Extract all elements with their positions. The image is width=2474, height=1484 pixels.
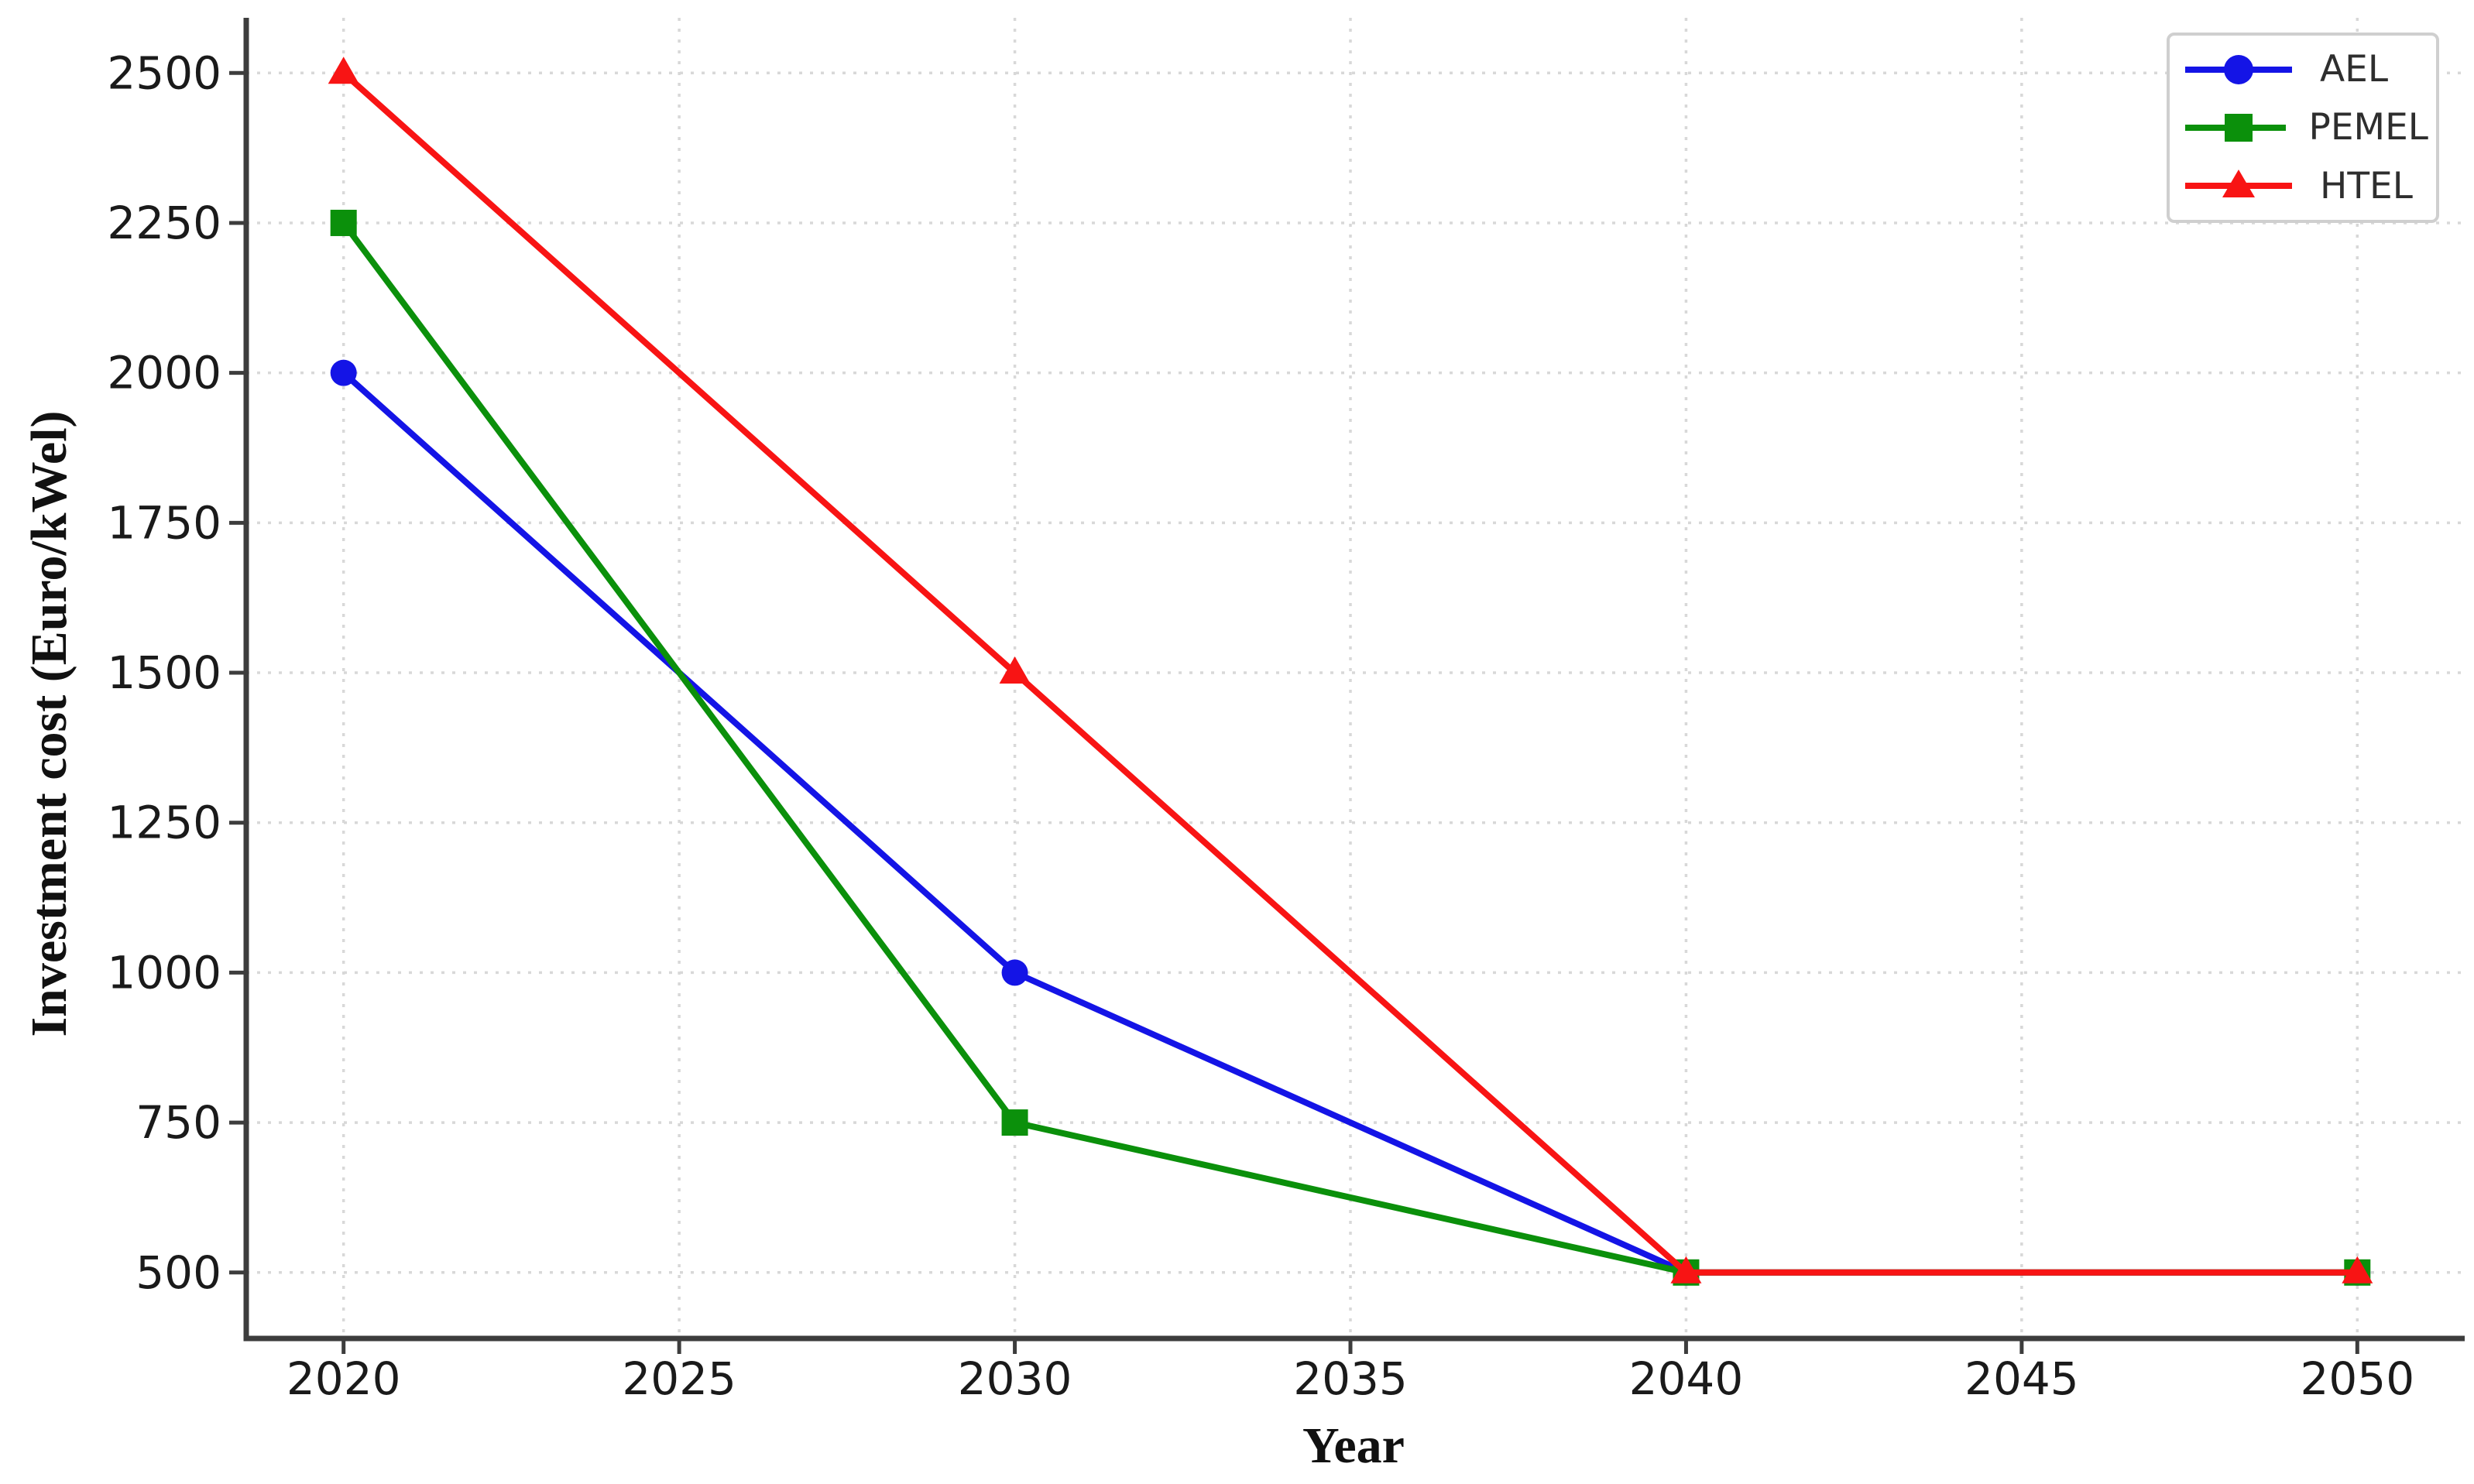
y-tick-label: 500 [136, 1246, 221, 1299]
legend-entry-pemel: PEMEL [2181, 106, 2428, 149]
x-tick-label: 2050 [2300, 1352, 2414, 1405]
y-tick-label: 1000 [107, 946, 221, 999]
y-tick-label: 1250 [107, 797, 221, 849]
x-axis-label: Year [1302, 1417, 1405, 1474]
triangle-marker-icon [999, 656, 1031, 684]
legend-entry-ael: AEL [2181, 48, 2428, 91]
triangle-marker-icon [2222, 170, 2255, 198]
legend-sample-pemel [2185, 113, 2286, 142]
legend-label-ael: AEL [2320, 48, 2389, 91]
legend-sample-htel [2185, 170, 2292, 198]
legend-sample-ael [2185, 54, 2292, 84]
y-tick-label: 750 [136, 1096, 221, 1149]
x-tick-label: 2025 [622, 1352, 736, 1405]
x-tick-label: 2020 [287, 1352, 401, 1405]
x-tick-label: 2035 [1293, 1352, 1408, 1405]
series-line-htel [340, 70, 2361, 1276]
square-marker-icon [2225, 113, 2253, 142]
y-tick-label: 2500 [107, 46, 221, 99]
legend: AEL PEMEL HTEL [2167, 33, 2439, 223]
legend-entry-htel: HTEL [2181, 164, 2428, 207]
circle-marker-icon [1001, 959, 1028, 986]
legend-label-pemel: PEMEL [2308, 106, 2428, 149]
triangle-marker-icon [328, 57, 359, 84]
y-tick-label: 1500 [107, 646, 221, 699]
y-axis-label: Investment cost (Euro/kWel) [21, 410, 77, 1037]
x-tick-label: 2030 [958, 1352, 1072, 1405]
y-tick-label: 1750 [107, 496, 221, 549]
square-marker-icon [1001, 1109, 1028, 1136]
legend-label-htel: HTEL [2320, 164, 2413, 207]
square-marker-icon [330, 209, 357, 236]
triangle-marker-icon [2342, 1256, 2373, 1284]
x-tick-label: 2040 [1629, 1352, 1744, 1405]
circle-marker-icon [2224, 54, 2253, 84]
circle-marker-icon [330, 359, 357, 386]
y-tick-label: 2250 [107, 197, 221, 249]
triangle-marker-icon [1670, 1256, 1702, 1284]
y-tick-label: 2000 [107, 347, 221, 399]
x-tick-label: 2045 [1964, 1352, 2079, 1405]
